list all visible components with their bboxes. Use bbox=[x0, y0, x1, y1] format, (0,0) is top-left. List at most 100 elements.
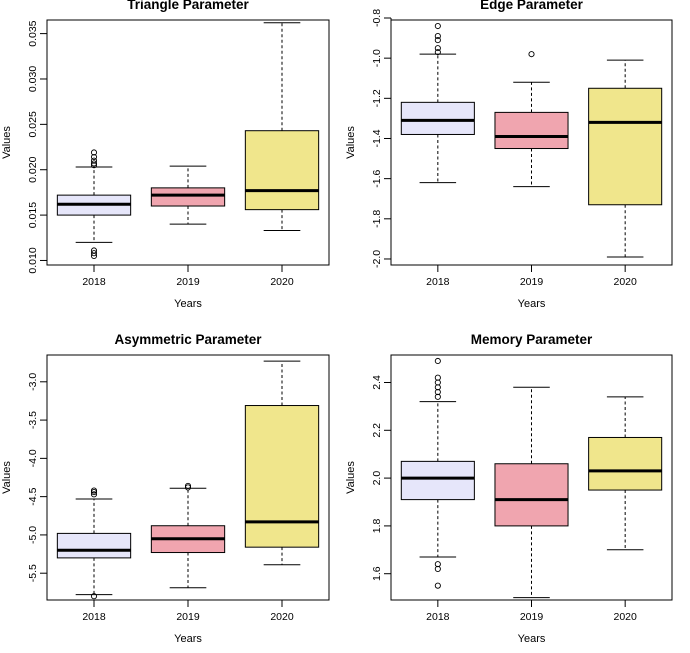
y-tick-label: -5.5 bbox=[27, 564, 39, 582]
chart-title: Memory Parameter bbox=[471, 332, 593, 347]
plot-frame bbox=[46, 354, 330, 601]
y-tick-label: -3.0 bbox=[27, 373, 39, 391]
x-tick-label: 2020 bbox=[613, 276, 637, 288]
y-tick-label: 2.4 bbox=[371, 375, 383, 390]
x-axis-title: Years bbox=[174, 633, 202, 645]
iqr-box bbox=[244, 130, 320, 211]
outlier-point bbox=[434, 45, 441, 52]
y-tick-label: 1.6 bbox=[371, 566, 383, 581]
plot-frame bbox=[46, 19, 330, 266]
box-2020 bbox=[244, 22, 320, 232]
panel-2: Edge Parameter -2.0 -1.8 -1.6 -1.4 -1.2 -1.0 -0… bbox=[345, 0, 673, 310]
y-tick-label: -4.5 bbox=[27, 487, 39, 505]
y-tick-label: -1.4 bbox=[371, 129, 383, 147]
panel-3: Asymmetric Parameter -5.5 -5.0 -4.5 -4.0 -3.5… bbox=[1, 332, 330, 645]
y-tick-label: 0.015 bbox=[27, 202, 39, 228]
y-tick-label: -1.8 bbox=[371, 210, 383, 228]
outlier-point bbox=[90, 162, 98, 169]
x-tick-label: 2020 bbox=[613, 611, 637, 623]
y-tick-label: -1.6 bbox=[371, 169, 383, 187]
outlier-point bbox=[90, 247, 98, 254]
box-2019 bbox=[150, 482, 226, 589]
plot-frame bbox=[390, 19, 673, 266]
iqr-box bbox=[400, 460, 475, 501]
box-2018 bbox=[400, 357, 475, 589]
x-tick-label: 2019 bbox=[176, 276, 200, 288]
iqr-box bbox=[588, 87, 663, 206]
x-tick-label: 2018 bbox=[82, 276, 106, 288]
y-tick-label: 0.030 bbox=[27, 66, 39, 92]
outlier-point bbox=[90, 157, 98, 164]
plot-frame bbox=[390, 354, 673, 601]
outlier-point bbox=[90, 153, 98, 161]
iqr-box bbox=[56, 532, 132, 559]
y-tick-label: 0.020 bbox=[27, 156, 39, 182]
y-tick-label: 2.2 bbox=[371, 423, 383, 438]
iqr-box bbox=[494, 463, 569, 527]
box-2019 bbox=[150, 165, 226, 225]
iqr-box bbox=[400, 101, 475, 135]
y-tick-label: -4.0 bbox=[27, 449, 39, 467]
outlier-point bbox=[434, 561, 441, 568]
x-tick-label: 2018 bbox=[82, 611, 106, 623]
y-axis-title: Values bbox=[345, 461, 357, 494]
x-tick-label: 2019 bbox=[176, 611, 200, 623]
iqr-box bbox=[588, 436, 663, 491]
y-tick-label: 2.0 bbox=[371, 471, 383, 486]
outlier-point bbox=[90, 250, 98, 257]
iqr-box bbox=[150, 187, 226, 207]
y-tick-label: 1.8 bbox=[371, 518, 383, 533]
outlier-point bbox=[90, 488, 98, 496]
box-2020 bbox=[588, 396, 663, 551]
box-2020 bbox=[588, 59, 663, 258]
iqr-box bbox=[244, 405, 320, 548]
x-axis-title: Years bbox=[518, 633, 546, 645]
outlier-point bbox=[90, 149, 98, 156]
box-2020 bbox=[244, 360, 320, 566]
box-2018 bbox=[56, 149, 132, 259]
panel-1: Triangle Parameter 0.010 0.015 0.020 0.025 0.… bbox=[1, 0, 330, 310]
y-tick-label: 0.025 bbox=[27, 111, 39, 137]
box-2019 bbox=[494, 51, 569, 188]
box-2019 bbox=[494, 386, 569, 599]
outlier-point bbox=[528, 51, 535, 58]
outlier-point bbox=[434, 582, 441, 589]
x-axis-title: Years bbox=[518, 298, 546, 310]
y-axis-title: Values bbox=[1, 461, 13, 494]
outlier-point bbox=[434, 357, 441, 365]
outlier-point bbox=[434, 37, 441, 44]
outlier-point bbox=[184, 484, 192, 491]
y-axis-title: Values bbox=[345, 126, 357, 159]
outlier-point bbox=[434, 49, 441, 56]
chart-title: Triangle Parameter bbox=[127, 0, 249, 12]
y-tick-label: -1.0 bbox=[371, 49, 383, 67]
y-axis-title: Values bbox=[1, 126, 13, 159]
outlier-point bbox=[90, 491, 98, 498]
x-tick-label: 2018 bbox=[426, 276, 450, 288]
y-tick-label: 0.035 bbox=[27, 20, 39, 46]
outlier-point bbox=[434, 22, 441, 30]
outlier-point bbox=[90, 160, 98, 167]
y-tick-label: -5.0 bbox=[27, 526, 39, 544]
chart-title: Edge Parameter bbox=[480, 0, 584, 12]
outlier-point bbox=[90, 593, 98, 600]
x-axis-title: Years bbox=[174, 298, 202, 310]
chart-title: Asymmetric Parameter bbox=[114, 332, 262, 347]
y-tick-label: 0.010 bbox=[27, 247, 39, 273]
y-tick-label: -1.2 bbox=[371, 89, 383, 107]
x-tick-label: 2019 bbox=[520, 611, 544, 623]
iqr-box bbox=[494, 111, 569, 150]
x-tick-label: 2018 bbox=[426, 611, 450, 623]
y-tick-label: -2.0 bbox=[371, 250, 383, 268]
box-2018 bbox=[400, 22, 475, 184]
y-tick-label: -0.8 bbox=[371, 9, 383, 27]
panel-4: Memory Parameter 1.6 1.8 2.0 2.2 2.4 Values 201… bbox=[345, 332, 673, 645]
x-tick-label: 2020 bbox=[270, 611, 294, 623]
outlier-point bbox=[434, 33, 441, 40]
x-tick-label: 2020 bbox=[270, 276, 294, 288]
x-tick-label: 2019 bbox=[520, 276, 544, 288]
outlier-point bbox=[434, 374, 441, 381]
box-2018 bbox=[56, 487, 132, 600]
y-tick-label: -3.5 bbox=[27, 411, 39, 429]
